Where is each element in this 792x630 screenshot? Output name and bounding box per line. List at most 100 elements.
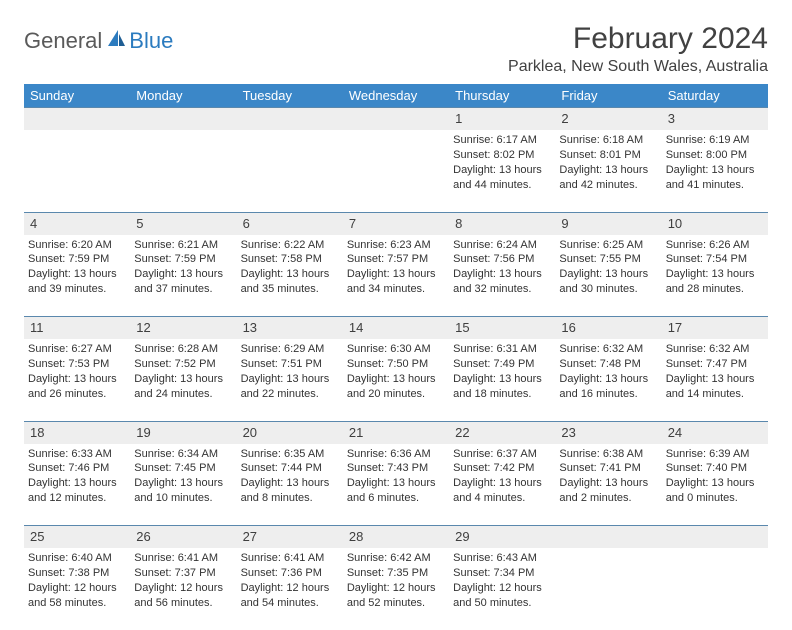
day-number: 10: [668, 216, 682, 231]
day-number-cell: 26: [130, 526, 236, 549]
day-cell: Sunrise: 6:36 AMSunset: 7:43 PMDaylight:…: [343, 444, 449, 526]
title-block: February 2024 Parklea, New South Wales, …: [508, 22, 768, 76]
daylight-text: Daylight: 13 hours and 12 minutes.: [28, 476, 126, 506]
day-number-cell: 25: [24, 526, 130, 549]
day-number-cell: [662, 526, 768, 549]
daylight-text: Daylight: 13 hours and 22 minutes.: [241, 372, 339, 402]
day-cell: Sunrise: 6:32 AMSunset: 7:48 PMDaylight:…: [555, 339, 661, 421]
daylight-text: Daylight: 13 hours and 20 minutes.: [347, 372, 445, 402]
day-number: 7: [349, 216, 356, 231]
day-header-row: Sunday Monday Tuesday Wednesday Thursday…: [24, 84, 768, 108]
day-number-cell: 15: [449, 317, 555, 340]
sunrise-text: Sunrise: 6:35 AM: [241, 447, 339, 462]
day-number: 15: [455, 320, 469, 335]
day-number: 16: [561, 320, 575, 335]
day-number: 5: [136, 216, 143, 231]
day-number-cell: [237, 108, 343, 131]
sunrise-text: Sunrise: 6:30 AM: [347, 342, 445, 357]
logo-text-blue: Blue: [129, 28, 173, 54]
day-number: 23: [561, 425, 575, 440]
day-cell: Sunrise: 6:20 AMSunset: 7:59 PMDaylight:…: [24, 235, 130, 317]
daylight-text: Daylight: 12 hours and 54 minutes.: [241, 581, 339, 611]
day-number-cell: [130, 108, 236, 131]
day-number: 20: [243, 425, 257, 440]
day-header: Thursday: [449, 84, 555, 108]
sunrise-text: Sunrise: 6:32 AM: [666, 342, 764, 357]
sunset-text: Sunset: 8:01 PM: [559, 148, 657, 163]
sunset-text: Sunset: 7:59 PM: [28, 252, 126, 267]
day-number: 2: [561, 111, 568, 126]
daylight-text: Daylight: 13 hours and 34 minutes.: [347, 267, 445, 297]
sunset-text: Sunset: 7:34 PM: [453, 566, 551, 581]
daylight-text: Daylight: 13 hours and 37 minutes.: [134, 267, 232, 297]
sunset-text: Sunset: 7:43 PM: [347, 461, 445, 476]
day-cell: [237, 130, 343, 212]
day-number-cell: 5: [130, 212, 236, 235]
sunset-text: Sunset: 7:59 PM: [134, 252, 232, 267]
day-header: Tuesday: [237, 84, 343, 108]
day-cell: Sunrise: 6:23 AMSunset: 7:57 PMDaylight:…: [343, 235, 449, 317]
sunset-text: Sunset: 7:41 PM: [559, 461, 657, 476]
sunset-text: Sunset: 7:36 PM: [241, 566, 339, 581]
day-header: Wednesday: [343, 84, 449, 108]
daylight-text: Daylight: 13 hours and 6 minutes.: [347, 476, 445, 506]
day-number-cell: 22: [449, 421, 555, 444]
day-number-cell: 19: [130, 421, 236, 444]
day-cell: Sunrise: 6:33 AMSunset: 7:46 PMDaylight:…: [24, 444, 130, 526]
daylight-text: Daylight: 12 hours and 52 minutes.: [347, 581, 445, 611]
sunrise-text: Sunrise: 6:29 AM: [241, 342, 339, 357]
day-number: 11: [30, 320, 44, 335]
sunrise-text: Sunrise: 6:22 AM: [241, 238, 339, 253]
calendar-table: Sunday Monday Tuesday Wednesday Thursday…: [24, 84, 768, 630]
daylight-text: Daylight: 13 hours and 39 minutes.: [28, 267, 126, 297]
day-number-cell: 9: [555, 212, 661, 235]
day-number-cell: 13: [237, 317, 343, 340]
sunrise-text: Sunrise: 6:40 AM: [28, 551, 126, 566]
day-cell: Sunrise: 6:40 AMSunset: 7:38 PMDaylight:…: [24, 548, 130, 630]
daylight-text: Daylight: 13 hours and 8 minutes.: [241, 476, 339, 506]
day-cell: Sunrise: 6:22 AMSunset: 7:58 PMDaylight:…: [237, 235, 343, 317]
day-number: 28: [349, 529, 363, 544]
day-number-cell: 12: [130, 317, 236, 340]
sunset-text: Sunset: 7:47 PM: [666, 357, 764, 372]
day-number-cell: [343, 108, 449, 131]
day-number: 8: [455, 216, 462, 231]
day-number-cell: 23: [555, 421, 661, 444]
daylight-text: Daylight: 13 hours and 35 minutes.: [241, 267, 339, 297]
day-cell: [662, 548, 768, 630]
day-cell: Sunrise: 6:41 AMSunset: 7:36 PMDaylight:…: [237, 548, 343, 630]
sunset-text: Sunset: 7:50 PM: [347, 357, 445, 372]
daylight-text: Daylight: 13 hours and 14 minutes.: [666, 372, 764, 402]
daylight-text: Daylight: 13 hours and 10 minutes.: [134, 476, 232, 506]
sunset-text: Sunset: 8:00 PM: [666, 148, 764, 163]
day-cell: Sunrise: 6:24 AMSunset: 7:56 PMDaylight:…: [449, 235, 555, 317]
sunrise-text: Sunrise: 6:21 AM: [134, 238, 232, 253]
day-cell: Sunrise: 6:34 AMSunset: 7:45 PMDaylight:…: [130, 444, 236, 526]
day-number-cell: 28: [343, 526, 449, 549]
daylight-text: Daylight: 12 hours and 50 minutes.: [453, 581, 551, 611]
sunset-text: Sunset: 7:56 PM: [453, 252, 551, 267]
day-number: 18: [30, 425, 44, 440]
day-number-cell: 4: [24, 212, 130, 235]
sunrise-text: Sunrise: 6:34 AM: [134, 447, 232, 462]
day-cell: Sunrise: 6:38 AMSunset: 7:41 PMDaylight:…: [555, 444, 661, 526]
week-row: Sunrise: 6:40 AMSunset: 7:38 PMDaylight:…: [24, 548, 768, 630]
daylight-text: Daylight: 13 hours and 4 minutes.: [453, 476, 551, 506]
week-row: Sunrise: 6:33 AMSunset: 7:46 PMDaylight:…: [24, 444, 768, 526]
day-number: 27: [243, 529, 257, 544]
day-number-row: 45678910: [24, 212, 768, 235]
daylight-text: Daylight: 12 hours and 58 minutes.: [28, 581, 126, 611]
day-cell: [555, 548, 661, 630]
day-number-cell: 21: [343, 421, 449, 444]
day-cell: Sunrise: 6:30 AMSunset: 7:50 PMDaylight:…: [343, 339, 449, 421]
day-cell: Sunrise: 6:29 AMSunset: 7:51 PMDaylight:…: [237, 339, 343, 421]
day-cell: Sunrise: 6:41 AMSunset: 7:37 PMDaylight:…: [130, 548, 236, 630]
header: General Blue February 2024 Parklea, New …: [24, 22, 768, 76]
day-number-cell: [555, 526, 661, 549]
day-number: 19: [136, 425, 150, 440]
day-number-cell: 16: [555, 317, 661, 340]
day-cell: Sunrise: 6:42 AMSunset: 7:35 PMDaylight:…: [343, 548, 449, 630]
location-subtitle: Parklea, New South Wales, Australia: [508, 58, 768, 76]
daylight-text: Daylight: 13 hours and 18 minutes.: [453, 372, 551, 402]
day-number: 21: [349, 425, 363, 440]
